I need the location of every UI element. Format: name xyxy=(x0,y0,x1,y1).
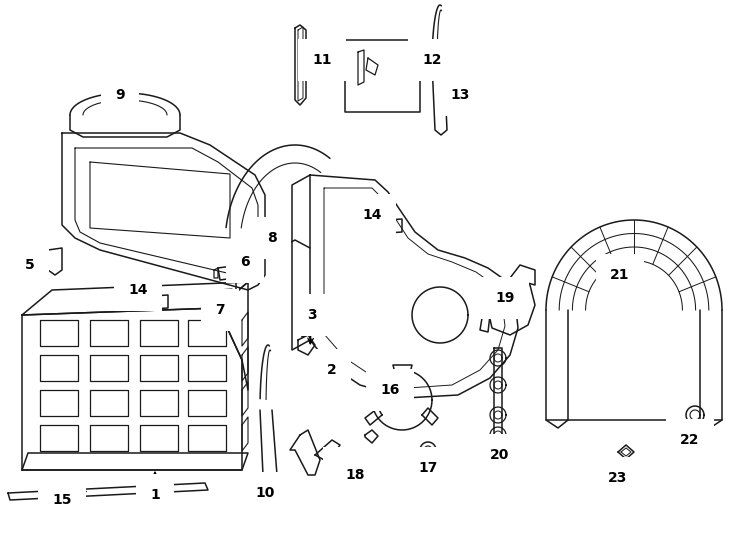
Text: 18: 18 xyxy=(345,468,365,482)
Text: 14: 14 xyxy=(128,283,148,297)
Text: 6: 6 xyxy=(240,255,250,269)
Text: 21: 21 xyxy=(610,268,630,282)
Text: 17: 17 xyxy=(418,461,437,475)
Text: 23: 23 xyxy=(608,471,628,485)
Text: 19: 19 xyxy=(495,291,515,305)
Text: 7: 7 xyxy=(215,303,225,317)
Text: 11: 11 xyxy=(312,53,332,67)
Text: 13: 13 xyxy=(451,88,470,102)
Text: 1: 1 xyxy=(150,488,160,502)
Text: 15: 15 xyxy=(52,493,72,507)
Text: 2: 2 xyxy=(327,363,337,377)
Text: 8: 8 xyxy=(267,231,277,245)
Text: 14: 14 xyxy=(363,208,382,222)
Text: 16: 16 xyxy=(380,383,400,397)
Text: 3: 3 xyxy=(308,308,317,322)
Text: 4: 4 xyxy=(337,461,347,475)
Text: 20: 20 xyxy=(490,448,509,462)
Text: 10: 10 xyxy=(255,486,275,500)
Text: 5: 5 xyxy=(25,258,35,272)
Text: 12: 12 xyxy=(422,53,442,67)
Text: 9: 9 xyxy=(115,88,125,102)
Text: 22: 22 xyxy=(680,433,700,447)
